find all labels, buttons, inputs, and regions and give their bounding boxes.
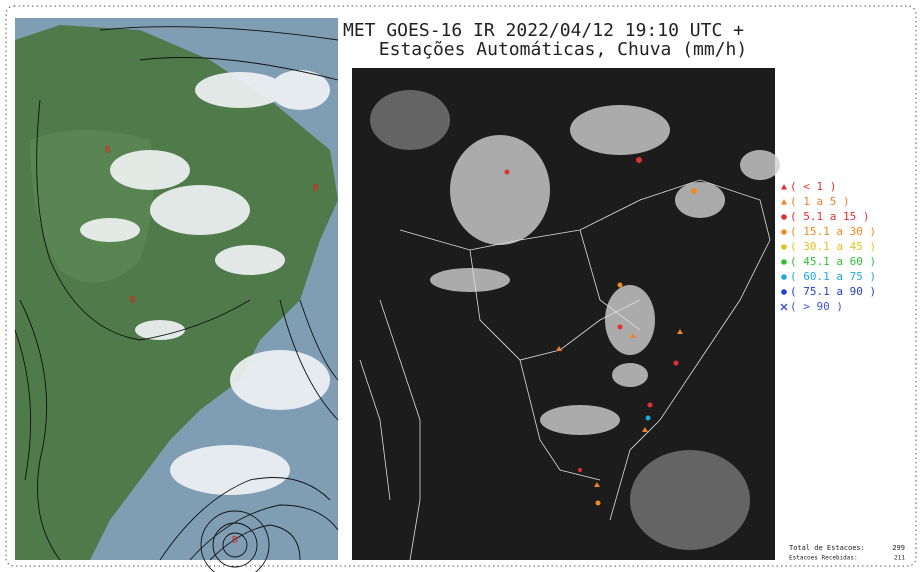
- legend-label: ( 30.1 a 45 ): [790, 240, 876, 253]
- legend-label: ( < 1 ): [790, 180, 836, 193]
- legend-label: ( 15.1 a 30 ): [790, 225, 876, 238]
- legend-marker: [781, 184, 787, 190]
- legend-label: ( 5.1 a 15 ): [790, 210, 869, 223]
- station-dots: [504, 157, 697, 506]
- legend-label: ( 75.1 a 90 ): [790, 285, 876, 298]
- legend-marker: [781, 199, 787, 205]
- legend-marker: [781, 274, 787, 280]
- svg-text:B: B: [130, 296, 135, 306]
- legend-marker: [780, 303, 788, 311]
- legend-marker: [781, 214, 787, 220]
- legend: ( < 1 ) ( 1 a 5 ) ( 5.1 a 15 ) ( 15.1 a 30 …: [780, 180, 876, 313]
- svg-text:B: B: [105, 146, 110, 156]
- legend-marker: [781, 289, 787, 295]
- legend-label: ( 1 a 5 ): [790, 195, 850, 208]
- left-map: B B B B: [14, 18, 339, 572]
- received-value: 211: [894, 555, 905, 562]
- legend-label: ( 60.1 a 75 ): [790, 270, 876, 283]
- title-line2: Estações Automáticas, Chuva (mm/h): [379, 39, 747, 60]
- legend-marker: [781, 229, 787, 235]
- received-label: Estacoes Recebidas:: [789, 555, 858, 562]
- legend-marker: [781, 244, 787, 250]
- legend-label: ( 45.1 a 60 ): [790, 255, 876, 268]
- title-line1: MET GOES-16 IR 2022/04/12 19:10 UTC +: [343, 20, 744, 41]
- total-value: 299: [892, 544, 905, 552]
- legend-label: ( > 90 ): [790, 300, 843, 313]
- right-map: [352, 68, 780, 561]
- svg-text:B: B: [232, 536, 237, 546]
- total-label: Total de Estacoes:: [789, 544, 865, 552]
- svg-text:B: B: [313, 184, 318, 194]
- legend-marker: [781, 259, 787, 265]
